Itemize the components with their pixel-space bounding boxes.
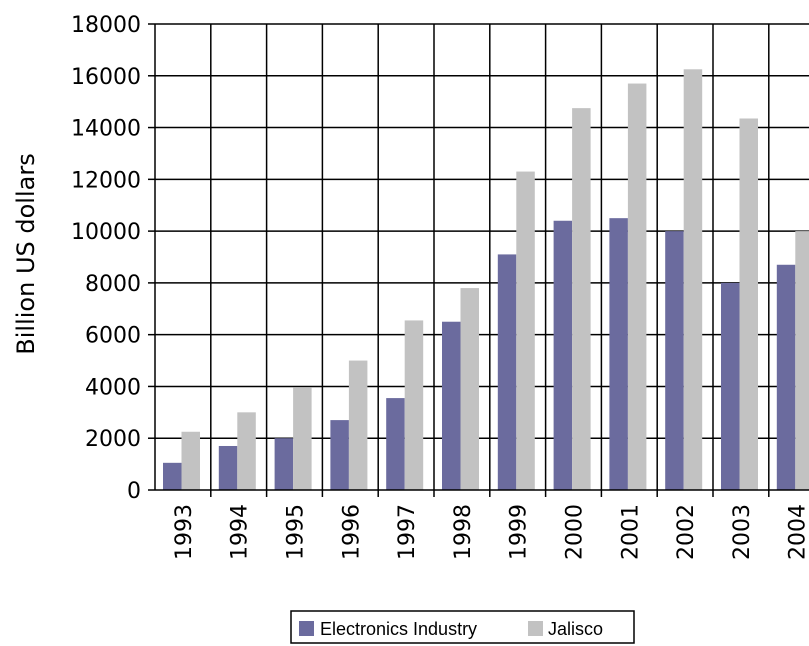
x-tick-label: 1999 xyxy=(507,504,532,560)
x-tick-label: 1994 xyxy=(228,504,253,560)
y-tick-label: 2000 xyxy=(85,427,141,452)
bars xyxy=(163,69,809,490)
y-tick-label: 14000 xyxy=(71,117,141,142)
legend-swatch-electronics-industry xyxy=(299,621,314,636)
x-tick-label: 2000 xyxy=(563,504,588,560)
bar-jalisco-1994 xyxy=(237,412,256,490)
x-tick-label: 1993 xyxy=(172,504,197,560)
x-tick-label: 1995 xyxy=(284,504,309,560)
bar-electronics-industry-1994 xyxy=(219,446,238,490)
bar-electronics-industry-1996 xyxy=(330,420,349,490)
x-tick-label: 2001 xyxy=(618,504,643,560)
legend-swatch-jalisco xyxy=(528,621,543,636)
x-tick-label: 2004 xyxy=(786,504,809,560)
x-tick-label: 1996 xyxy=(339,504,364,560)
x-tick-label: 1998 xyxy=(451,504,476,560)
bar-jalisco-1996 xyxy=(349,361,368,490)
bar-jalisco-2003 xyxy=(740,118,759,490)
bar-jalisco-2000 xyxy=(572,108,591,490)
bar-electronics-industry-2000 xyxy=(554,221,573,490)
bar-electronics-industry-1993 xyxy=(163,463,182,490)
bar-jalisco-1998 xyxy=(461,288,480,490)
bar-jalisco-2004 xyxy=(795,231,809,490)
y-tick-label: 0 xyxy=(127,479,141,504)
legend: Electronics Industry Jalisco xyxy=(291,611,634,643)
bar-jalisco-2001 xyxy=(628,84,647,490)
x-tick-label: 2002 xyxy=(674,504,699,560)
bar-electronics-industry-2001 xyxy=(609,218,628,490)
y-tick-label: 4000 xyxy=(85,375,141,400)
bar-jalisco-1995 xyxy=(293,388,312,490)
y-tick-label: 6000 xyxy=(85,324,141,349)
y-tick-label: 10000 xyxy=(71,220,141,245)
bar-electronics-industry-1997 xyxy=(386,398,405,490)
bar-electronics-industry-1999 xyxy=(498,254,517,490)
bar-jalisco-1993 xyxy=(182,432,201,490)
bar-jalisco-2002 xyxy=(684,69,703,490)
y-tick-labels: 0 2000 4000 6000 8000 10000 12000 14000 16000 180… xyxy=(71,13,141,504)
bar-electronics-industry-1998 xyxy=(442,322,461,490)
y-tick-label: 16000 xyxy=(71,65,141,90)
x-tick-labels: 1993 1994 1995 1996 1997 1998 1999 2000 2001 2002… xyxy=(172,504,809,560)
bar-electronics-industry-2004 xyxy=(777,265,796,490)
bar-electronics-industry-2002 xyxy=(665,231,684,490)
bar-electronics-industry-2003 xyxy=(721,283,740,490)
x-tick-label: 2003 xyxy=(730,504,755,560)
legend-label-electronics-industry: Electronics Industry xyxy=(320,619,477,639)
y-tick-label: 12000 xyxy=(71,168,141,193)
x-tick-label: 1997 xyxy=(395,504,420,560)
bar-jalisco-1999 xyxy=(516,172,535,490)
bar-jalisco-1997 xyxy=(405,320,424,490)
bar-electronics-industry-1995 xyxy=(275,438,294,490)
y-tick-label: 18000 xyxy=(71,13,141,38)
y-axis-label: Billion US dollars xyxy=(12,153,40,354)
y-tick-label: 8000 xyxy=(85,272,141,297)
legend-label-jalisco: Jalisco xyxy=(548,619,603,639)
